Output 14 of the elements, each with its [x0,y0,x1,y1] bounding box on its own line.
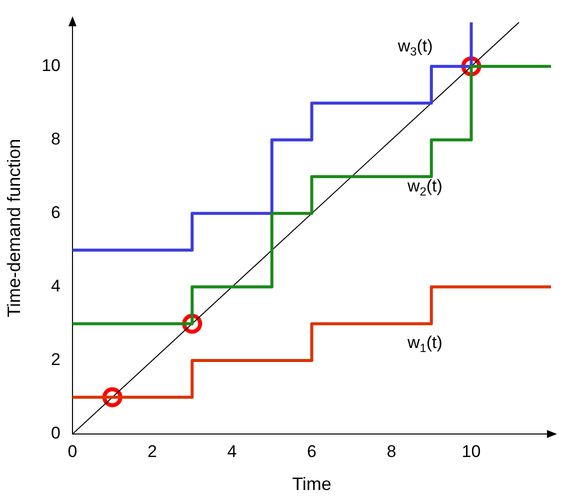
y-tick-label: 0 [51,424,61,443]
x-axis-title: Time [292,474,332,494]
y-tick-label: 4 [51,276,61,296]
x-tick-label: 10 [462,442,481,461]
x-tick-label: 0 [68,442,78,461]
y-tick-label: 6 [51,203,61,222]
x-tick-label: 6 [307,442,316,461]
y-tick-label: 2 [51,350,61,370]
x-tick-label: 8 [386,442,396,461]
y-tick-label: 8 [51,130,61,149]
y-tick-label: 10 [42,56,61,76]
x-tick-label: 4 [227,442,237,461]
x-tick-label: 2 [148,442,157,461]
y-axis-title: Time-demand function [4,138,24,318]
